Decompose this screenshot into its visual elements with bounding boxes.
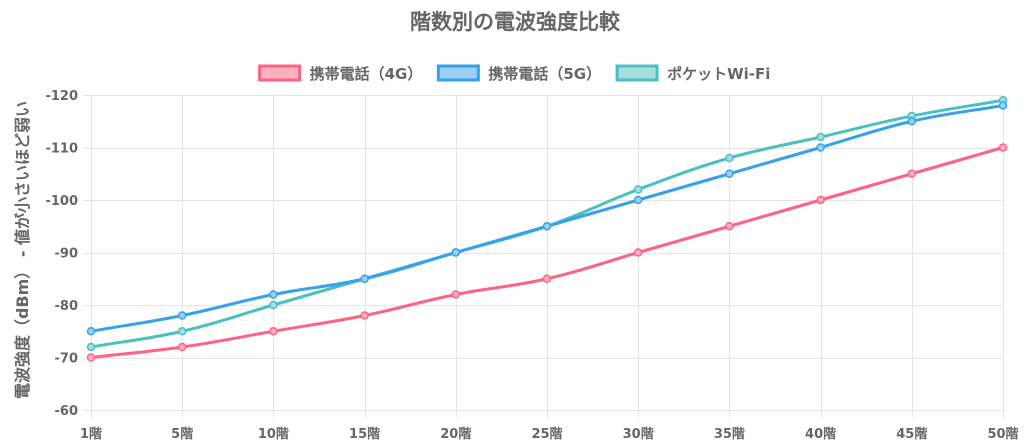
data-point[interactable]	[451, 248, 461, 257]
legend-swatch	[615, 64, 659, 82]
x-tick-label: 50階	[987, 426, 1018, 442]
data-point[interactable]	[998, 101, 1008, 110]
data-point[interactable]	[86, 353, 96, 362]
series-layer	[86, 96, 1008, 362]
data-point[interactable]	[542, 274, 552, 283]
data-point[interactable]	[177, 327, 187, 336]
legend-label: 携帯電話（4G）	[310, 65, 423, 83]
x-tick-label: 30階	[623, 426, 654, 442]
data-point[interactable]	[269, 290, 278, 299]
data-point[interactable]	[269, 327, 278, 336]
data-point[interactable]	[907, 117, 917, 126]
x-tick-label: 1階	[80, 426, 102, 442]
data-point[interactable]	[998, 143, 1008, 152]
data-point[interactable]	[177, 342, 187, 352]
data-point[interactable]	[360, 274, 369, 283]
data-point[interactable]	[177, 311, 187, 320]
data-point[interactable]	[725, 153, 734, 163]
legend-item[interactable]: ポケットWi-Fi	[615, 64, 770, 83]
data-point[interactable]	[633, 195, 643, 205]
y-tick-label: -120	[45, 89, 78, 104]
x-tick-label: 40階	[805, 426, 836, 442]
x-tick-label: 10階	[258, 426, 289, 442]
legend-swatch	[436, 64, 480, 82]
y-tick-label: -60	[55, 404, 79, 419]
legend-item[interactable]: 携帯電話（4G）	[258, 64, 423, 83]
x-tick-label: 15階	[349, 426, 380, 442]
data-point[interactable]	[816, 132, 825, 142]
x-tick-label: 45階	[896, 426, 927, 442]
legend-item[interactable]: 携帯電話（5G）	[436, 64, 601, 83]
chart-title: 階数別の電波強度比較	[410, 10, 621, 34]
data-point[interactable]	[633, 248, 643, 257]
data-point[interactable]	[816, 195, 825, 205]
legend-label: ポケットWi-Fi	[667, 65, 770, 83]
y-axis: -120 -110 -100 -90 -80 -70 -60	[45, 89, 78, 419]
y-tick-label: -80	[55, 299, 79, 314]
x-tick-label: 35階	[714, 426, 745, 442]
x-tick-label: 5階	[171, 426, 193, 442]
data-point[interactable]	[86, 342, 96, 352]
x-axis: 1階 5階 10階 15階 20階 25階 30階 35階 40階 45階 50階	[80, 426, 1019, 442]
data-point[interactable]	[816, 143, 825, 152]
legend-swatch	[258, 64, 302, 82]
data-point[interactable]	[86, 327, 96, 336]
data-point[interactable]	[451, 290, 461, 299]
data-point[interactable]	[725, 222, 734, 231]
legend-label: 携帯電話（5G）	[488, 65, 601, 83]
data-point[interactable]	[269, 300, 278, 310]
x-tick-label: 20階	[440, 426, 471, 442]
data-point[interactable]	[542, 222, 552, 231]
y-tick-label: -90	[55, 247, 79, 262]
data-point[interactable]	[725, 169, 734, 178]
y-axis-title: 電波強度（dBm） - 値が小さいほど弱い	[13, 101, 32, 399]
y-tick-label: -70	[55, 352, 79, 367]
legend: 携帯電話（4G） 携帯電話（5G） ポケットWi-Fi	[258, 64, 770, 83]
data-point[interactable]	[633, 185, 643, 194]
x-tick-label: 25階	[531, 426, 562, 442]
data-point[interactable]	[360, 311, 369, 320]
series-0	[86, 143, 1008, 362]
data-point[interactable]	[907, 169, 917, 178]
series-1	[86, 101, 1008, 336]
grid	[83, 95, 1004, 418]
y-tick-label: -110	[45, 142, 78, 157]
y-tick-label: -100	[45, 194, 78, 209]
